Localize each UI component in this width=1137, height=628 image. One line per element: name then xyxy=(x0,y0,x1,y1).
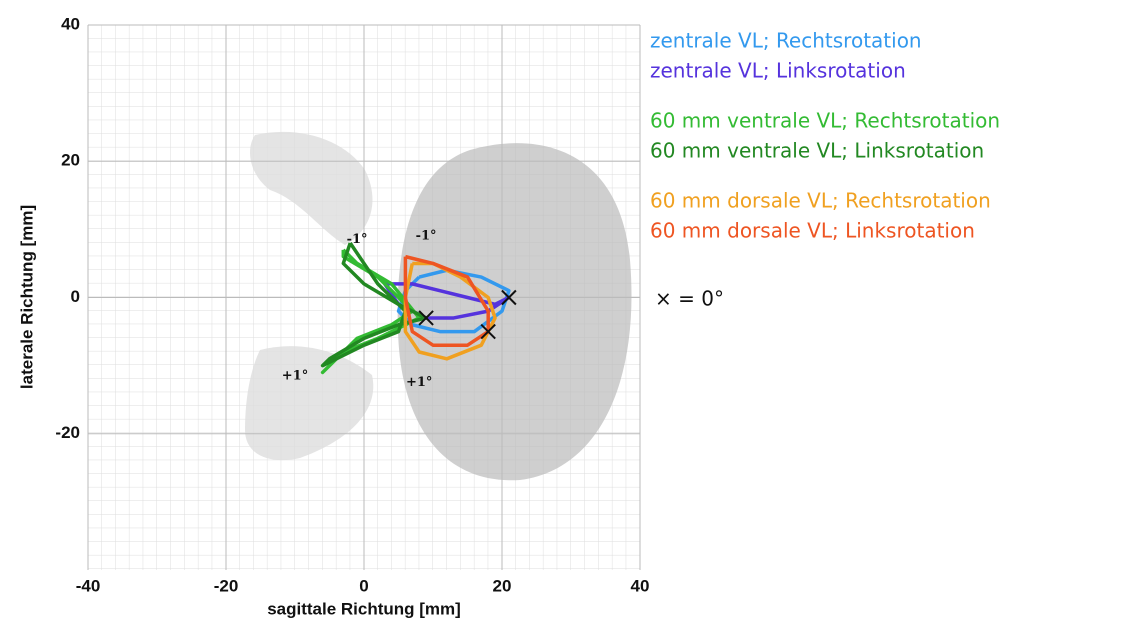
x-tick-label: 0 xyxy=(359,576,368,595)
annotation: -1° xyxy=(347,232,368,247)
y-tick-label: 40 xyxy=(61,14,80,33)
x-axis-label: sagittale Richtung [mm] xyxy=(267,599,461,618)
y-tick-label: 0 xyxy=(71,287,80,306)
legend-label: 60 mm dorsale VL; Rechtsrotation xyxy=(650,189,991,213)
x-tick-label: 40 xyxy=(631,576,650,595)
legend-label: 60 mm ventrale VL; Rechtsrotation xyxy=(650,109,1000,133)
marker-legend: × = 0° xyxy=(655,287,724,311)
legend-label: 60 mm ventrale VL; Linksrotation xyxy=(650,139,984,163)
x-tick-label: -20 xyxy=(214,576,239,595)
legend-label: zentrale VL; Rechtsrotation xyxy=(650,29,922,53)
y-axis-label: laterale Richtung [mm] xyxy=(17,205,36,389)
annotation: -1° xyxy=(416,229,437,244)
x-tick-label: -40 xyxy=(76,576,101,595)
legend-label: zentrale VL; Linksrotation xyxy=(650,59,906,83)
annotation: +1° xyxy=(282,368,308,383)
y-tick-label: 20 xyxy=(61,151,80,170)
chart: sagittale Richtung [mm] laterale Richtun… xyxy=(0,0,1137,628)
legend-label: 60 mm dorsale VL; Linksrotation xyxy=(650,219,975,243)
x-tick-label: 20 xyxy=(493,576,512,595)
y-tick-label: -20 xyxy=(55,423,80,442)
annotation: +1° xyxy=(406,375,432,390)
